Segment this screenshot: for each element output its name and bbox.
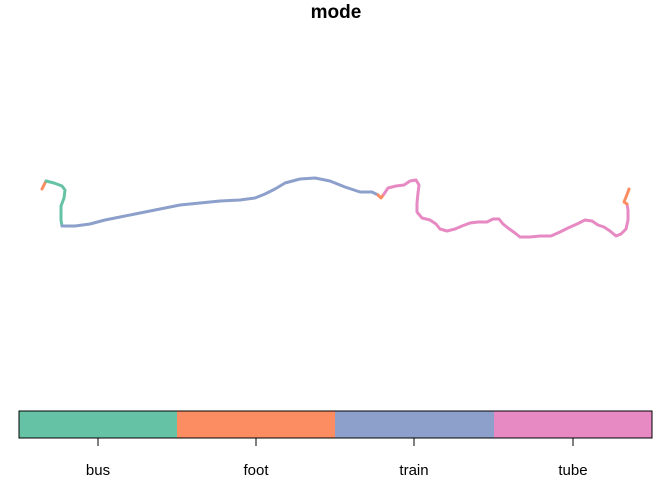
- legend-label-bus: bus: [86, 462, 110, 479]
- route-lines: [40, 176, 631, 239]
- legend-label-foot: foot: [243, 462, 269, 479]
- map-title: mode: [310, 2, 362, 23]
- route-segment-bus: [44, 179, 67, 228]
- legend: bus foot train tube: [18, 410, 653, 479]
- route-segment-foot-interchange: [376, 192, 386, 200]
- legend-frame: [18, 410, 653, 439]
- legend-label-tube: tube: [558, 462, 587, 479]
- route-segment-train: [60, 176, 380, 228]
- route-segment-foot-end: [622, 187, 631, 206]
- legend-swatch-tube: [494, 411, 652, 438]
- legend-label-train: train: [399, 462, 428, 479]
- legend-swatch-train: [335, 411, 494, 438]
- route-segment-tube: [382, 178, 630, 239]
- legend-swatch-foot: [177, 411, 335, 438]
- legend-swatch-bus: [19, 411, 177, 438]
